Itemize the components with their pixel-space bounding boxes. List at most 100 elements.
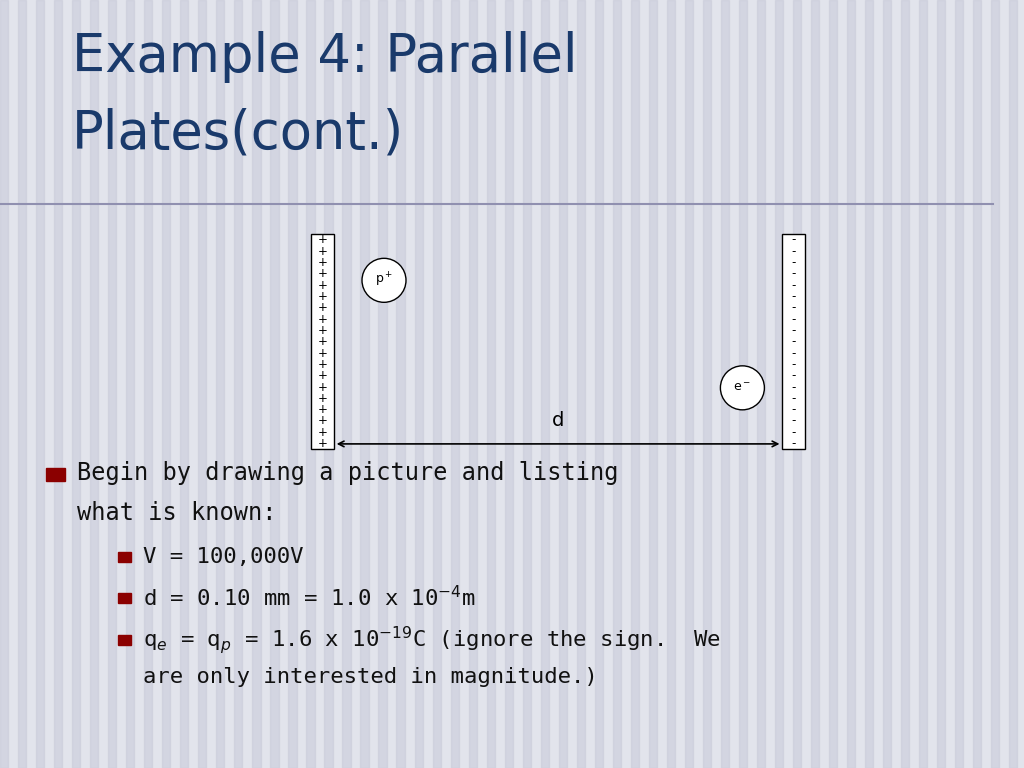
Text: +: +	[317, 346, 328, 359]
Text: d = 0.10 mm = 1.0 x 10$^{-4}$m: d = 0.10 mm = 1.0 x 10$^{-4}$m	[143, 585, 476, 611]
Text: -: -	[792, 233, 796, 247]
Bar	[396, 0, 404, 768]
Bar	[469, 0, 477, 768]
Text: +: +	[317, 437, 328, 450]
Text: +: +	[317, 358, 328, 371]
Bar	[847, 0, 855, 768]
Bar	[1010, 0, 1018, 768]
Bar	[505, 0, 513, 768]
Bar	[782, 234, 805, 449]
Text: are only interested in magnitude.): are only interested in magnitude.)	[143, 667, 598, 687]
Bar	[379, 0, 387, 768]
Bar	[721, 0, 729, 768]
Text: -: -	[792, 245, 796, 258]
Bar	[342, 0, 350, 768]
Bar	[937, 0, 945, 768]
Ellipse shape	[362, 258, 406, 303]
Bar	[72, 0, 80, 768]
Text: +: +	[317, 369, 328, 382]
Bar	[144, 0, 153, 768]
Text: -: -	[792, 358, 796, 371]
Text: +: +	[317, 380, 328, 393]
Text: Begin by drawing a picture and listing: Begin by drawing a picture and listing	[77, 461, 618, 485]
Bar	[199, 0, 207, 768]
Bar	[522, 0, 530, 768]
Bar	[54, 0, 62, 768]
Bar	[793, 0, 801, 768]
Bar	[270, 0, 279, 768]
Bar	[649, 0, 657, 768]
Text: what is known:: what is known:	[77, 501, 276, 525]
Text: -: -	[792, 392, 796, 405]
Bar	[162, 0, 170, 768]
Bar	[739, 0, 748, 768]
Text: d: d	[552, 411, 564, 430]
Text: Plates(cont.): Plates(cont.)	[72, 108, 403, 160]
Bar	[46, 468, 65, 482]
Bar	[702, 0, 711, 768]
Bar	[306, 0, 314, 768]
Text: -: -	[792, 279, 796, 292]
Text: +: +	[317, 415, 328, 428]
Text: e$^-$: e$^-$	[733, 382, 752, 394]
Text: -: -	[792, 313, 796, 326]
Text: +: +	[317, 301, 328, 314]
Bar	[559, 0, 567, 768]
Bar	[829, 0, 838, 768]
Bar	[612, 0, 621, 768]
Text: -: -	[792, 301, 796, 314]
Bar	[955, 0, 964, 768]
Bar	[667, 0, 675, 768]
Bar	[432, 0, 440, 768]
Text: -: -	[792, 256, 796, 269]
Bar	[973, 0, 981, 768]
Bar	[0, 0, 8, 768]
Bar	[126, 0, 134, 768]
Bar	[865, 0, 873, 768]
Bar	[311, 234, 334, 449]
Text: -: -	[792, 425, 796, 439]
Text: +: +	[317, 336, 328, 348]
Bar	[775, 0, 783, 768]
Bar	[415, 0, 423, 768]
Text: +: +	[317, 324, 328, 337]
Bar	[901, 0, 909, 768]
Bar	[18, 0, 27, 768]
Bar	[486, 0, 495, 768]
Text: -: -	[792, 369, 796, 382]
Bar	[216, 0, 224, 768]
Bar	[451, 0, 459, 768]
Bar	[685, 0, 693, 768]
Bar	[325, 0, 333, 768]
Text: +: +	[317, 290, 328, 303]
Text: q$_e$ = q$_p$ = 1.6 x 10$^{-19}$C (ignore the sign.  We: q$_e$ = q$_p$ = 1.6 x 10$^{-19}$C (ignor…	[143, 624, 721, 656]
Text: -: -	[792, 380, 796, 393]
Bar	[180, 0, 188, 768]
Text: -: -	[792, 437, 796, 450]
Text: -: -	[792, 336, 796, 348]
Bar	[90, 0, 98, 768]
Text: +: +	[317, 403, 328, 416]
Text: +: +	[317, 245, 328, 258]
Text: -: -	[792, 415, 796, 428]
Text: -: -	[792, 324, 796, 337]
Text: +: +	[317, 256, 328, 269]
Bar	[595, 0, 603, 768]
Bar	[118, 552, 131, 562]
Bar	[541, 0, 549, 768]
Ellipse shape	[721, 366, 764, 410]
Text: -: -	[792, 346, 796, 359]
Text: +: +	[317, 279, 328, 292]
Text: V = 100,000V: V = 100,000V	[143, 547, 304, 568]
Bar	[252, 0, 260, 768]
Bar	[118, 593, 131, 603]
Text: Example 4: Parallel: Example 4: Parallel	[72, 31, 578, 83]
Bar	[757, 0, 765, 768]
Text: +: +	[317, 233, 328, 247]
Text: +: +	[317, 313, 328, 326]
Bar	[109, 0, 117, 768]
Text: +: +	[317, 392, 328, 405]
Text: -: -	[792, 290, 796, 303]
Text: p$^+$: p$^+$	[375, 271, 393, 290]
Bar	[577, 0, 585, 768]
